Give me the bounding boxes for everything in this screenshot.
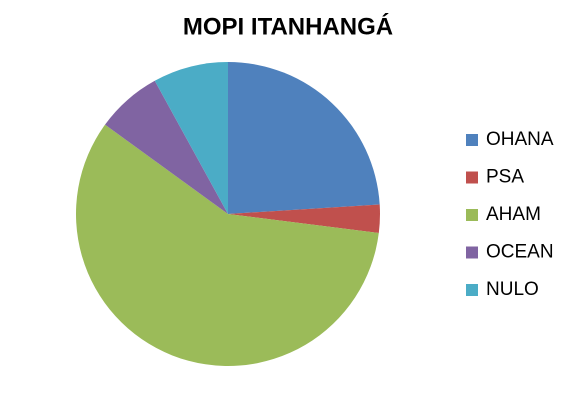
legend-label: OHANA (486, 129, 554, 150)
legend-label: PSA (486, 167, 524, 188)
chart-title: MOPI ITANHANGÁ (183, 12, 393, 40)
pie-slice (228, 62, 380, 214)
pie-slice (154, 62, 228, 214)
legend-swatch (466, 246, 478, 259)
pie-slice (75, 124, 379, 366)
legend-swatch (466, 284, 478, 296)
pie-slice (228, 204, 381, 234)
legend-label: OCEAN (486, 242, 554, 263)
legend-swatch (466, 209, 478, 221)
legend-swatch (466, 134, 478, 146)
pie-slice (105, 80, 228, 214)
legend-swatch (466, 171, 478, 184)
legend-label: NULO (486, 279, 539, 300)
legend-label: AHAM (486, 204, 541, 225)
